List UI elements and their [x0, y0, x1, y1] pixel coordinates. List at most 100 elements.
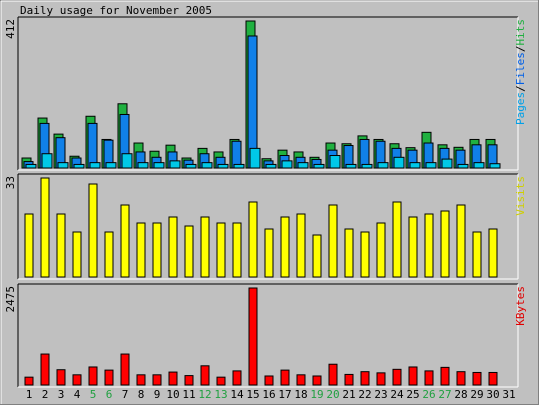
- panel-usage-background: [18, 17, 518, 170]
- x-tick-label-day-5: 5: [90, 388, 97, 401]
- bar-kbytes-day-20: [328, 363, 338, 386]
- bar-visits-day-7: [120, 204, 130, 278]
- bar-visits-day-18: [296, 213, 306, 278]
- bar-visits-day-4: [72, 231, 82, 278]
- bar-kbytes-day-4: [72, 374, 82, 386]
- x-tick-label-day-26: 26: [422, 388, 435, 401]
- bar-kbytes-day-16: [264, 375, 274, 386]
- bar-pages-day-12: [201, 162, 213, 169]
- bar-pages-day-20: [329, 155, 341, 169]
- panel-usage-series-label-part-0: Pages: [514, 92, 527, 125]
- bar-kbytes-day-27: [440, 366, 450, 386]
- bar-pages-day-17: [281, 160, 293, 169]
- x-tick-label-day-9: 9: [154, 388, 161, 401]
- bar-visits-day-17: [280, 216, 290, 278]
- bar-visits-day-8: [136, 222, 146, 278]
- panel-kbytes-series-label-part-0: KBytes: [514, 286, 527, 326]
- x-tick-label-day-14: 14: [230, 388, 244, 401]
- x-tick-label-day-7: 7: [122, 388, 129, 401]
- bar-kbytes-day-14: [232, 370, 242, 386]
- bar-pages-day-25: [409, 162, 421, 169]
- bar-visits-day-1: [24, 213, 34, 278]
- bar-kbytes-day-12: [200, 365, 210, 386]
- x-tick-label-day-24: 24: [390, 388, 404, 401]
- bar-visits-day-29: [472, 231, 482, 278]
- bar-kbytes-day-9: [152, 374, 162, 386]
- x-tick-label-day-18: 18: [294, 388, 307, 401]
- x-tick-label-day-4: 4: [74, 388, 81, 401]
- bar-kbytes-day-10: [168, 371, 178, 386]
- panel-usage-ymax-label: 412: [4, 19, 17, 39]
- x-tick-label-day-15: 15: [246, 388, 259, 401]
- bar-pages-day-23: [377, 162, 389, 169]
- x-tick-label-day-1: 1: [26, 388, 33, 401]
- panel-visits: 33 Visits: [4, 173, 527, 280]
- bar-pages-day-1: [25, 163, 37, 169]
- bar-visits-day-19: [312, 234, 322, 278]
- bar-visits-day-28: [456, 204, 466, 278]
- bar-pages-day-28: [457, 163, 469, 169]
- bar-pages-day-27: [441, 158, 453, 169]
- x-tick-label-day-27: 27: [438, 388, 451, 401]
- bar-visits-day-10: [168, 216, 178, 278]
- bar-pages-day-6: [105, 162, 117, 169]
- bar-visits-day-16: [264, 228, 274, 278]
- x-tick-label-day-16: 16: [262, 388, 275, 401]
- x-tick-label-day-25: 25: [406, 388, 419, 401]
- bar-visits-day-23: [376, 222, 386, 278]
- x-tick-label-day-23: 23: [374, 388, 387, 401]
- bar-visits-day-13: [216, 222, 226, 278]
- bar-files-day-5: [87, 122, 98, 169]
- bar-pages-day-11: [185, 163, 197, 169]
- bar-visits-day-9: [152, 222, 162, 278]
- x-tick-label-day-22: 22: [358, 388, 371, 401]
- bar-kbytes-day-2: [40, 353, 50, 386]
- bar-kbytes-day-26: [424, 370, 434, 386]
- bar-visits-day-24: [392, 201, 402, 278]
- bar-visits-day-30: [488, 228, 498, 278]
- bar-kbytes-day-23: [376, 372, 386, 386]
- bar-kbytes-day-8: [136, 374, 146, 386]
- bar-visits-day-21: [344, 228, 354, 278]
- bar-visits-day-11: [184, 225, 194, 278]
- bar-pages-day-22: [361, 163, 373, 169]
- panel-usage-series-label-part-2: Files: [514, 52, 527, 85]
- bar-pages-day-9: [153, 162, 165, 169]
- x-tick-label-day-19: 19: [310, 388, 323, 401]
- x-tick-label-day-11: 11: [182, 388, 195, 401]
- bar-kbytes-day-11: [184, 375, 194, 386]
- panel-kbytes-background: [18, 284, 518, 387]
- panel-usage-series-label-part-1: /: [514, 85, 527, 92]
- bar-visits-day-27: [440, 210, 450, 278]
- panel-kbytes-ymax-label: 2475: [4, 286, 17, 313]
- bar-kbytes-day-21: [344, 373, 354, 386]
- bar-pages-day-10: [169, 160, 181, 169]
- bar-visits-day-5: [88, 183, 98, 278]
- bar-kbytes-day-13: [216, 376, 226, 386]
- x-tick-label-day-31: 31: [502, 388, 515, 401]
- x-tick-label-day-8: 8: [138, 388, 145, 401]
- x-tick-label-day-13: 13: [214, 388, 227, 401]
- x-tick-label-day-21: 21: [342, 388, 355, 401]
- bar-kbytes-day-6: [104, 369, 114, 386]
- bar-pages-day-26: [425, 162, 437, 169]
- x-tick-label-day-17: 17: [278, 388, 291, 401]
- bar-pages-day-18: [297, 162, 309, 169]
- panel-visits-series-label: Visits: [514, 176, 527, 216]
- bar-pages-day-15: [249, 147, 261, 169]
- bar-kbytes-day-17: [280, 369, 290, 386]
- bar-visits-day-6: [104, 231, 114, 278]
- bar-visits-day-12: [200, 216, 210, 278]
- bar-pages-day-14: [233, 163, 245, 169]
- x-tick-label-day-29: 29: [470, 388, 483, 401]
- bar-kbytes-day-1: [24, 376, 34, 386]
- bar-visits-day-14: [232, 222, 242, 278]
- bar-kbytes-day-24: [392, 368, 402, 386]
- panel-kbytes: 2475 KBytes: [4, 283, 527, 388]
- bar-visits-day-2: [40, 177, 50, 278]
- bar-visits-day-15: [248, 201, 258, 278]
- bar-pages-day-4: [73, 163, 85, 169]
- bar-pages-day-2: [41, 153, 53, 169]
